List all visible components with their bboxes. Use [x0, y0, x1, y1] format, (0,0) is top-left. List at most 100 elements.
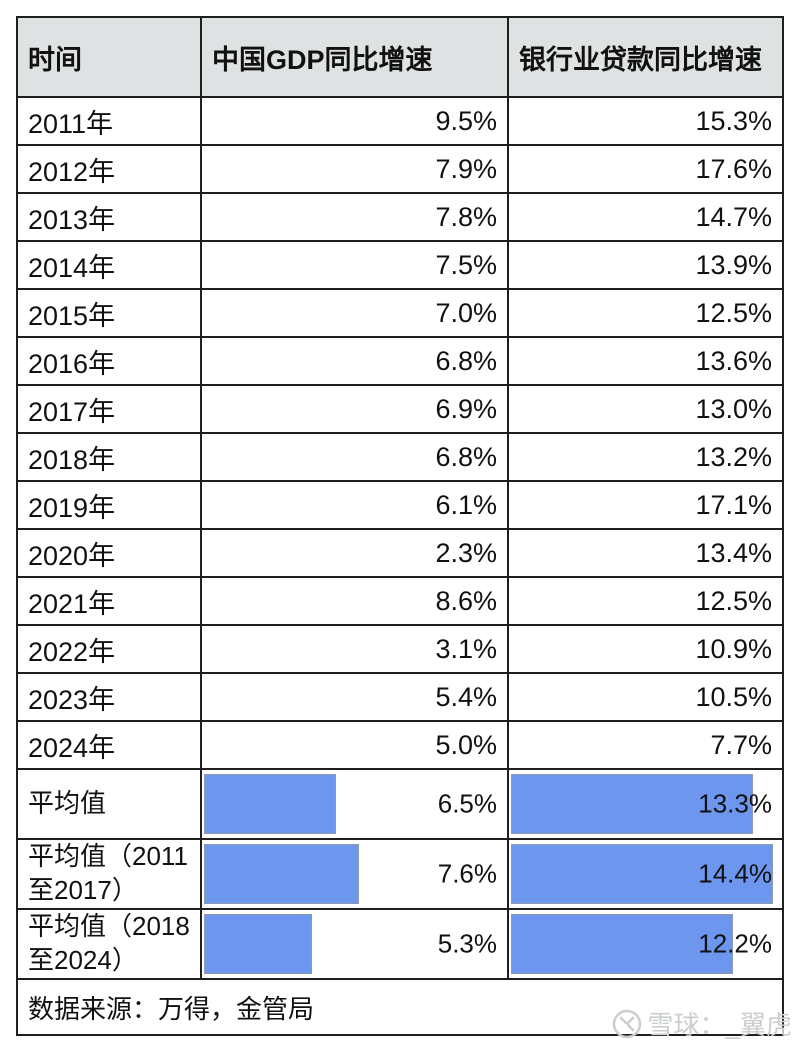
- gdp-bar-cell: 6.5%: [202, 770, 509, 838]
- gdp-cell: 6.8%: [202, 338, 509, 384]
- year-cell: 2012年: [18, 146, 202, 192]
- gdp-cell: 7.0%: [202, 290, 509, 336]
- loan-cell: 13.9%: [509, 242, 782, 288]
- gdp-cell: 2.3%: [202, 530, 509, 576]
- year-label: 2022年: [28, 636, 116, 667]
- average-label-line: 至2024）: [28, 945, 138, 975]
- gdp-cell: 7.9%: [202, 146, 509, 192]
- loan-value: 17.6%: [695, 153, 772, 184]
- average-row: 平均值 6.5% 13.3%: [18, 770, 782, 840]
- loan-data-bar: [511, 774, 754, 834]
- year-label: 2015年: [28, 300, 116, 331]
- loan-data-bar: [511, 914, 734, 974]
- year-cell: 2017年: [18, 386, 202, 432]
- loan-average-value: 13.3%: [698, 788, 772, 819]
- loan-average-value: 14.4%: [698, 858, 772, 889]
- loan-value: 10.5%: [695, 681, 772, 712]
- loan-cell: 15.3%: [509, 98, 782, 144]
- year-cell: 2023年: [18, 674, 202, 720]
- loan-cell: 17.6%: [509, 146, 782, 192]
- source-cell: 数据来源：万得，金管局: [18, 980, 782, 1034]
- year-label: 2016年: [28, 348, 116, 379]
- year-label: 2020年: [28, 540, 116, 571]
- gdp-cell: 6.9%: [202, 386, 509, 432]
- header-cell-gdp: 中国GDP同比增速: [202, 18, 509, 96]
- gdp-cell: 6.8%: [202, 434, 509, 480]
- loan-cell: 10.5%: [509, 674, 782, 720]
- average-label-cell: 平均值（2018 至2024）: [18, 910, 202, 978]
- gdp-cell: 7.5%: [202, 242, 509, 288]
- year-label: 2013年: [28, 204, 116, 235]
- watermark: 雪球：_翼虎: [611, 1005, 792, 1042]
- gdp-value: 9.5%: [435, 105, 497, 136]
- year-cell: 2014年: [18, 242, 202, 288]
- loan-bar-cell: 12.2%: [509, 910, 782, 978]
- loan-value: 15.3%: [695, 105, 772, 136]
- average-label-line: 平均值（2011: [28, 841, 188, 872]
- gdp-cell: 6.1%: [202, 482, 509, 528]
- year-cell: 2011年: [18, 98, 202, 144]
- year-cell: 2022年: [18, 626, 202, 672]
- gdp-cell: 9.5%: [202, 98, 509, 144]
- gdp-data-bar: [204, 914, 312, 974]
- gdp-value: 7.5%: [435, 249, 497, 280]
- average-label-line: 平均值: [28, 788, 107, 819]
- loan-data-bar: [511, 844, 774, 904]
- loan-value: 13.2%: [695, 441, 772, 472]
- loan-cell: 13.2%: [509, 434, 782, 480]
- gdp-cell: 3.1%: [202, 626, 509, 672]
- year-cell: 2013年: [18, 194, 202, 240]
- table-row: 2014年 7.5% 13.9%: [18, 242, 782, 290]
- data-table: 时间 中国GDP同比增速 银行业贷款同比增速 2011年 9.5% 15.3% 201…: [16, 16, 784, 1036]
- header-cell-loan: 银行业贷款同比增速: [509, 18, 782, 96]
- gdp-value: 7.0%: [435, 297, 497, 328]
- year-cell: 2016年: [18, 338, 202, 384]
- table-row: 2022年 3.1% 10.9%: [18, 626, 782, 674]
- loan-cell: 13.6%: [509, 338, 782, 384]
- gdp-value: 7.8%: [435, 201, 497, 232]
- xueqiu-logo-icon: [612, 1009, 641, 1038]
- watermark-text: 雪球：_翼虎: [647, 1010, 792, 1040]
- header-label-loan: 银行业贷款同比增速: [519, 44, 762, 75]
- average-row: 平均值（2011 至2017） 7.6% 14.4%: [18, 840, 782, 910]
- loan-cell: 13.4%: [509, 530, 782, 576]
- gdp-bar-cell: 5.3%: [202, 910, 509, 978]
- header-cell-time: 时间: [18, 18, 202, 96]
- table-row: 2020年 2.3% 13.4%: [18, 530, 782, 578]
- gdp-cell: 5.4%: [202, 674, 509, 720]
- loan-value: 13.4%: [695, 537, 772, 568]
- gdp-cell: 5.0%: [202, 722, 509, 768]
- gdp-average-value: 5.3%: [437, 928, 497, 959]
- gdp-value: 8.6%: [435, 585, 497, 616]
- gdp-value: 3.1%: [435, 633, 497, 664]
- loan-value: 13.0%: [695, 393, 772, 424]
- loan-value: 12.5%: [695, 585, 772, 616]
- gdp-value: 5.4%: [435, 681, 497, 712]
- loan-value: 13.6%: [695, 345, 772, 376]
- loan-cell: 14.7%: [509, 194, 782, 240]
- loan-bar-cell: 14.4%: [509, 840, 782, 908]
- year-cell: 2020年: [18, 530, 202, 576]
- gdp-value: 6.8%: [435, 345, 497, 376]
- year-rows-section: 2011年 9.5% 15.3% 2012年 7.9% 17.6% 2013年 7.8% 14.…: [18, 98, 782, 770]
- loan-value: 14.7%: [695, 201, 772, 232]
- gdp-value: 6.8%: [435, 441, 497, 472]
- gdp-average-value: 7.6%: [437, 858, 497, 889]
- table-source-row: 数据来源：万得，金管局: [18, 980, 782, 1034]
- gdp-cell: 8.6%: [202, 578, 509, 624]
- table-row: 2017年 6.9% 13.0%: [18, 386, 782, 434]
- table-row: 2018年 6.8% 13.2%: [18, 434, 782, 482]
- table-row: 2013年 7.8% 14.7%: [18, 194, 782, 242]
- gdp-value: 5.0%: [435, 729, 497, 760]
- table-row: 2011年 9.5% 15.3%: [18, 98, 782, 146]
- gdp-data-bar: [204, 774, 337, 834]
- header-label-time: 时间: [28, 44, 82, 75]
- loan-value: 7.7%: [710, 729, 772, 760]
- loan-value: 10.9%: [695, 633, 772, 664]
- loan-cell: 12.5%: [509, 290, 782, 336]
- loan-cell: 7.7%: [509, 722, 782, 768]
- loan-value: 12.5%: [695, 297, 772, 328]
- year-cell: 2024年: [18, 722, 202, 768]
- header-label-gdp: 中国GDP同比增速: [212, 44, 433, 75]
- average-label-cell: 平均值（2011 至2017）: [18, 840, 202, 908]
